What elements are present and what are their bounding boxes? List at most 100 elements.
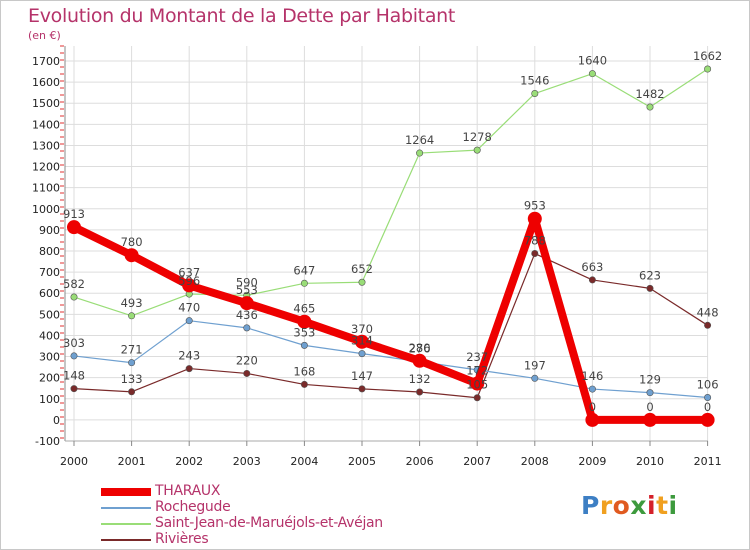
y-tick-label: 1400 [32, 118, 60, 131]
logo-letter: i [647, 491, 657, 520]
data-label: 353 [293, 325, 315, 339]
x-tick-label: 2000 [60, 455, 88, 468]
data-point [243, 369, 251, 377]
data-label: 436 [236, 308, 258, 322]
data-point [646, 389, 654, 397]
series-line-rochegude [73, 320, 709, 399]
data-label: 220 [236, 353, 258, 367]
data-label: 0 [704, 400, 711, 414]
data-label: 276 [409, 342, 431, 356]
data-label: 370 [351, 322, 373, 336]
data-point [128, 388, 136, 396]
data-label: 623 [639, 268, 661, 282]
data-label: 1662 [693, 49, 722, 63]
x-tick-label: 2011 [694, 455, 722, 468]
logo-letter: r [599, 491, 613, 520]
y-tick-label: 200 [39, 372, 60, 385]
data-label: 0 [646, 400, 653, 414]
data-label: 637 [178, 265, 200, 279]
data-point [124, 248, 139, 263]
data-label: 243 [178, 349, 200, 363]
data-point [128, 359, 136, 367]
y-tick-label: 1200 [32, 161, 60, 174]
legend-swatch [101, 507, 151, 509]
data-label: 271 [121, 343, 143, 357]
data-label: 314 [351, 334, 373, 348]
data-point [70, 352, 78, 360]
legend-swatch [101, 488, 151, 496]
logo-letter: i [668, 491, 678, 520]
data-point [358, 385, 366, 393]
data-label: 663 [581, 260, 603, 274]
x-tick-label: 2010 [636, 455, 664, 468]
data-label: 148 [63, 369, 85, 383]
data-point [239, 296, 254, 311]
data-point [412, 353, 427, 368]
y-tick-label: 500 [39, 308, 60, 321]
logo-letter: o [612, 491, 631, 520]
data-point [185, 317, 193, 325]
data-point [70, 293, 78, 301]
data-label: 780 [121, 235, 143, 249]
logo-letter: x [630, 491, 647, 520]
logo-letter: P [581, 491, 600, 520]
data-point [588, 385, 596, 393]
data-point [473, 394, 481, 402]
x-tick-label: 2006 [406, 455, 434, 468]
data-point [67, 220, 81, 235]
y-tick-label: 800 [39, 245, 60, 258]
data-label: 553 [236, 283, 258, 297]
x-tick-label: 2003 [233, 455, 261, 468]
y-tick-label: 400 [39, 329, 60, 342]
chart-title: Evolution du Montant de la Dette par Hab… [28, 5, 456, 27]
data-point [700, 412, 715, 427]
data-point [531, 250, 539, 258]
y-tick-label: 1600 [32, 76, 60, 89]
data-label: 596 [178, 274, 200, 288]
y-tick-label: 1700 [32, 55, 60, 68]
y-tick-label: 100 [39, 393, 60, 406]
data-label: 788 [524, 234, 546, 248]
x-tick-label: 2002 [175, 455, 203, 468]
data-label: 280 [409, 341, 431, 355]
data-label: 1264 [405, 133, 434, 147]
data-point [527, 211, 542, 226]
data-label: 582 [63, 277, 85, 291]
data-point [470, 376, 485, 391]
data-point [704, 321, 712, 329]
data-label: 590 [236, 275, 258, 289]
data-point [473, 146, 481, 154]
data-point [182, 278, 197, 293]
y-unit-label: (en €) [28, 29, 61, 42]
y-tick-label: 1500 [32, 97, 60, 110]
data-point [358, 350, 366, 358]
logo-letter: t [656, 491, 669, 520]
legend-label: Rochegude [155, 499, 231, 515]
series-line-rivi-res [73, 252, 709, 399]
data-label: 1482 [635, 87, 664, 101]
data-label: 237 [466, 350, 488, 364]
x-tick-label: 2004 [290, 455, 318, 468]
data-point [416, 388, 424, 396]
data-label: 913 [63, 207, 85, 221]
data-point [243, 324, 251, 332]
data-point [646, 284, 654, 292]
data-label: 146 [581, 369, 603, 383]
data-label: 197 [524, 358, 546, 372]
data-point [531, 90, 539, 98]
data-point [585, 412, 600, 427]
data-label: 465 [293, 302, 315, 316]
data-label: 953 [524, 199, 546, 213]
data-label: 133 [121, 372, 143, 386]
legend-label: THARAUX [155, 483, 221, 499]
data-label: 448 [697, 305, 719, 319]
y-tick-label: 0 [53, 414, 60, 427]
data-label: 1640 [578, 54, 607, 68]
data-point [704, 65, 712, 73]
data-point [588, 70, 596, 78]
data-label: 0 [589, 400, 596, 414]
y-tick-label: 1100 [32, 182, 60, 195]
data-label: 105 [466, 378, 488, 392]
data-label: 1546 [520, 74, 549, 88]
